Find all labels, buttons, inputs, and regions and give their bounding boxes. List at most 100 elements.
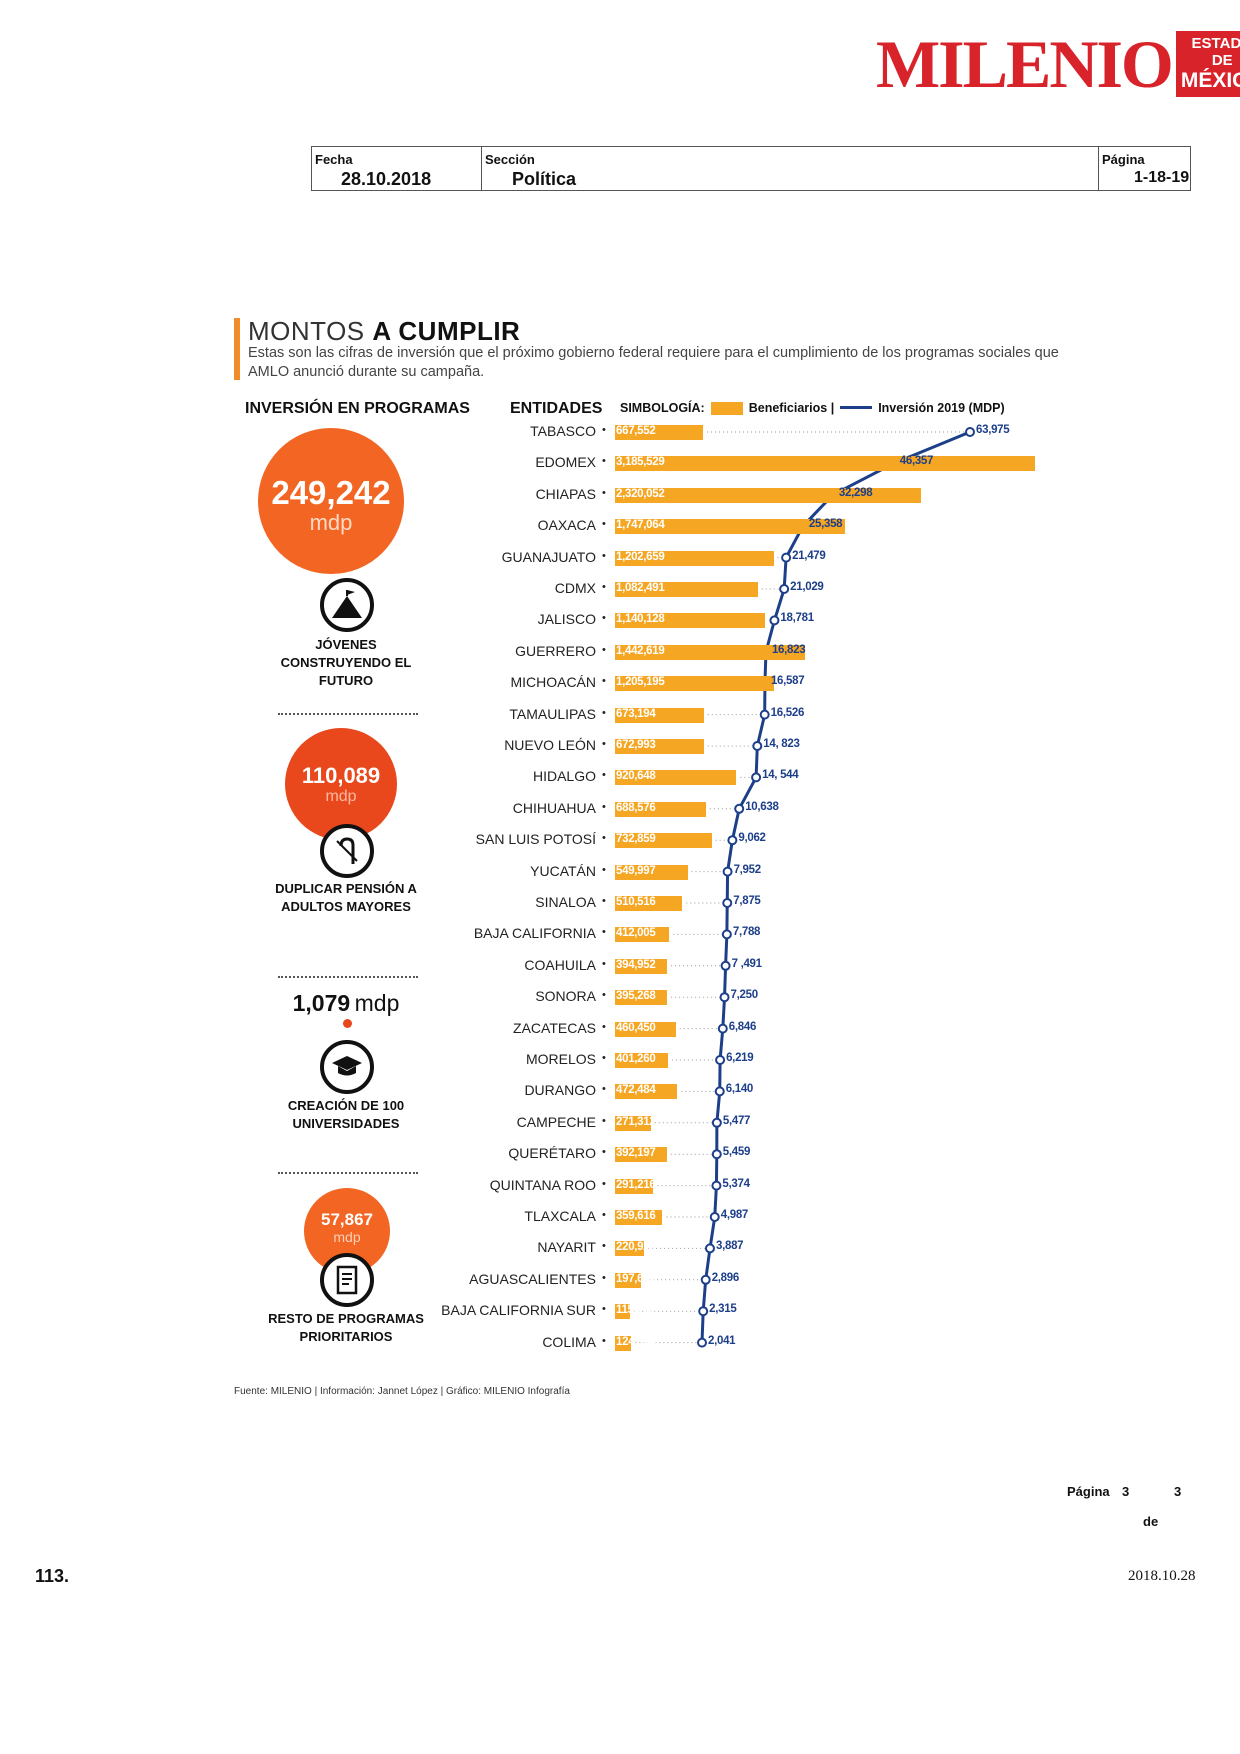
beneficiarios-label: 395,268: [616, 990, 656, 1003]
footer-page-num: 3: [1122, 1484, 1130, 1499]
inversion-label: 16,823: [771, 643, 806, 656]
legend-bar-swatch: [710, 401, 743, 415]
beneficiarios-bar: [615, 896, 683, 911]
row-bullet: •: [602, 1271, 606, 1284]
program-amount-circle: 110,089 mdp: [285, 728, 397, 840]
row-bullet: •: [602, 1020, 606, 1033]
beneficiarios-label: 460,450: [616, 1021, 656, 1034]
inversion-point: [714, 1086, 725, 1097]
beneficiarios-bar: [615, 770, 737, 786]
program-amount: 1,079: [292, 990, 351, 1016]
beneficiarios-label: 392,197: [616, 1147, 656, 1160]
inversion-label: 2,896: [711, 1271, 740, 1284]
program-amount: 249,242: [271, 474, 391, 511]
state-label: BAJA CALIFORNIA SUR: [441, 1302, 596, 1319]
pagina-label: Página: [1102, 152, 1145, 167]
doc-number: 113.: [35, 1566, 70, 1586]
inversion-point: [720, 960, 731, 971]
inversion-point: [797, 521, 808, 532]
beneficiarios-bar: [615, 487, 921, 503]
beneficiarios-bar: [615, 1241, 645, 1257]
beneficiarios-label: 1,442,619: [616, 644, 665, 657]
row-bullet: •: [602, 518, 606, 531]
logo-wordmark: MILENIO: [876, 26, 1174, 102]
row-bullet: •: [602, 549, 606, 562]
pagina-value: 1-18-19: [1134, 169, 1190, 186]
beneficiarios-label: 472,484: [616, 1084, 656, 1097]
beneficiarios-label: 115,009: [616, 1304, 655, 1317]
legend-title: SIMBOLOGÍA:: [620, 401, 705, 415]
left-panel-header: INVERSIÓN EN PROGRAMAS: [245, 400, 470, 417]
program-label: CREACIÓN DE 100 UNIVERSIDADES: [287, 1098, 405, 1131]
pagina-cell: Página 1-18-19: [1099, 147, 1190, 190]
state-label: CAMPECHE: [516, 1113, 596, 1130]
beneficiarios-bar: [615, 456, 1035, 472]
beneficiarios-bar: [615, 644, 806, 660]
beneficiarios-bar: [615, 1147, 667, 1163]
state-label: QUINTANA ROO: [489, 1176, 596, 1193]
state-label: CDMX: [554, 580, 596, 596]
inversion-label: 5,459: [722, 1146, 751, 1159]
program-amount: 110,089: [301, 763, 381, 788]
inversion-label: 7,952: [733, 863, 762, 876]
beneficiarios-bar: [615, 739, 704, 754]
beneficiarios-bar: [615, 1084, 678, 1100]
inversion-label: 21,479: [792, 549, 826, 562]
legend-bars-label: Beneficiarios |: [748, 401, 835, 415]
state-label: NUEVO LEÓN: [504, 737, 596, 753]
inversion-line: [700, 430, 971, 1343]
fecha-value: 28.10.2018: [341, 169, 432, 189]
beneficiarios-label: 412,005: [616, 927, 656, 940]
beneficiarios-bar: [615, 582, 758, 597]
beneficiarios-bar: [615, 833, 712, 849]
row-bullet: •: [602, 738, 606, 750]
inversion-point: [697, 1337, 707, 1348]
inversion-label: 16,526: [770, 706, 805, 719]
state-label: SINALOA: [535, 894, 596, 910]
beneficiarios-bar: [615, 1210, 663, 1225]
inversion-point: [781, 552, 792, 563]
header-table: Fecha 28.10.2018 Sección Política Página…: [311, 146, 1191, 191]
inversion-point: [717, 1023, 728, 1034]
state-label: MICHOACÁN: [510, 674, 596, 691]
program-unit: mdp: [354, 990, 400, 1016]
inversion-point: [704, 1243, 715, 1254]
row-bullet: •: [602, 1114, 606, 1127]
program-label: RESTO DE PROGRAMAS PRIORITARIOS: [268, 1311, 424, 1344]
row-bullet: •: [602, 832, 606, 845]
beneficiarios-bar: [615, 927, 670, 943]
beneficiarios-bar: [615, 519, 846, 535]
inversion-point: [715, 1055, 726, 1065]
title-bold: A CUMPLIR: [372, 316, 521, 346]
beneficiarios-label: 220,920: [616, 1241, 656, 1254]
inversion-point: [769, 615, 780, 626]
row-bullet: •: [602, 989, 606, 1002]
row-bullet: •: [602, 1209, 606, 1221]
state-label: QUERÉTARO: [508, 1145, 596, 1162]
state-label: TAMAULIPAS: [509, 705, 596, 722]
inversion-point: [727, 835, 738, 846]
inversion-label: 2,041: [708, 1334, 736, 1347]
state-label: EDOMEX: [535, 454, 596, 471]
inversion-label: 14, 823: [763, 738, 800, 750]
state-label: BAJA CALIFORNIA: [473, 925, 596, 942]
state-label: JALISCO: [537, 611, 596, 628]
beneficiarios-label: 510,516: [616, 896, 656, 908]
inversion-point: [752, 741, 763, 751]
row-bullet: •: [602, 769, 606, 782]
inversion-label: 25,358: [808, 518, 843, 531]
document-icon: [320, 1253, 374, 1307]
edition-line-1: ESTADO DE: [1191, 34, 1240, 69]
beneficiarios-label: 667,552: [616, 425, 656, 437]
doc-date: 2018.10.28: [1128, 1568, 1196, 1584]
row-bullet: •: [602, 1146, 606, 1159]
beneficiarios-bar: [615, 1272, 642, 1288]
title-light: MONTOS: [248, 316, 373, 346]
row-bullet: •: [602, 1052, 606, 1064]
beneficiarios-bar: [615, 1335, 632, 1351]
state-label: CHIAPAS: [535, 485, 596, 502]
legend-line-swatch: [840, 405, 873, 409]
infographic-title: MONTOS A CUMPLIR: [248, 316, 520, 347]
